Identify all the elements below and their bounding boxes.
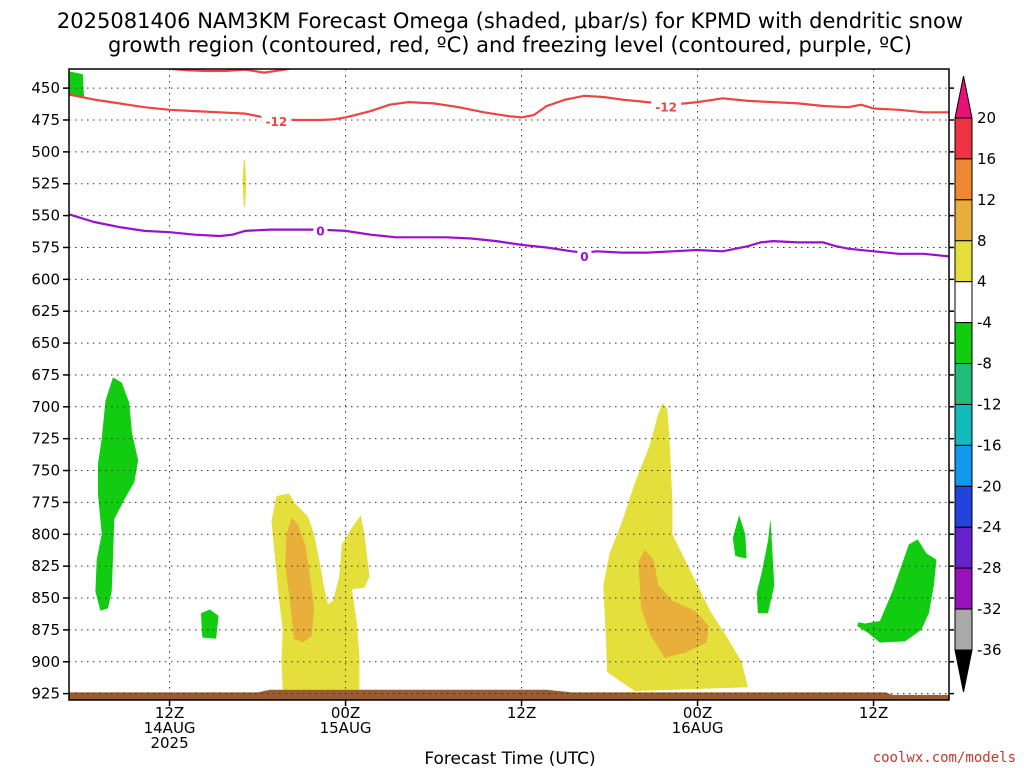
colorbar-label: 12	[977, 191, 996, 209]
contour-dgz-minus12	[69, 93, 949, 122]
contour-label: -12	[655, 101, 677, 115]
colorbar-label: -4	[977, 314, 992, 332]
contour-dgz-upper	[172, 69, 295, 74]
colorbar-band	[954, 199, 973, 242]
colorbar-band	[954, 117, 973, 160]
green-sinking-right	[857, 539, 937, 643]
colorbar-label: -20	[977, 477, 1002, 495]
yellow-rising-narrow-streak	[242, 159, 247, 207]
green-sinking-small-blob	[201, 609, 219, 639]
xtick-label: 12Z	[507, 704, 536, 722]
ytick-label: 450	[31, 79, 60, 97]
contour-label-bg	[313, 223, 328, 238]
yellow-rising-core-2	[603, 403, 748, 692]
colorbar-label: -24	[977, 518, 1002, 536]
orange-rising-core-1	[285, 517, 315, 643]
colorbar-band	[954, 281, 973, 324]
colorbar-top-arrow	[954, 75, 973, 119]
ytick-label: 550	[31, 207, 60, 225]
colorbar-band	[954, 403, 973, 446]
ytick-label: 600	[31, 270, 60, 288]
colorbar-label: 4	[977, 273, 987, 291]
ytick-label: 700	[31, 398, 60, 416]
colorbar-label: 8	[977, 232, 987, 250]
xtick-label: 16AUG	[672, 719, 724, 737]
colorbar-label: 16	[977, 150, 996, 168]
ytick-label: 475	[31, 111, 60, 129]
contour-label-bg	[651, 100, 682, 115]
chart-title-line1: 2025081406 NAM3KM Forecast Omega (shaded…	[57, 9, 963, 33]
colorbar-label: -16	[977, 436, 1002, 454]
xtick-label: 14AUG	[144, 719, 196, 737]
colorbar-band	[954, 444, 973, 487]
contour-freezing-level	[69, 213, 949, 258]
ytick-label: 625	[31, 302, 60, 320]
contour-label: 0	[580, 250, 588, 264]
colorbar-label: 20	[977, 109, 996, 127]
terrain	[69, 689, 949, 700]
xtick-label: 2025	[150, 734, 188, 752]
xtick-label: 15AUG	[320, 719, 372, 737]
colorbar-band	[954, 608, 973, 651]
plot-area: -12 -12 0 0 450 475 500 525 550 575 600 625 650 675 7…	[31, 68, 954, 752]
contour-label: -12	[266, 115, 288, 129]
credit-text: coolwx.com/models	[873, 750, 1016, 766]
colorbar-bottom-arrow	[954, 649, 973, 693]
colorbar-band	[954, 158, 973, 201]
xtick-label: 12Z	[155, 704, 184, 722]
colorbar-band	[954, 322, 973, 365]
ytick-label: 875	[31, 621, 60, 639]
ytick-label: 575	[31, 238, 60, 256]
colorbar-band	[954, 240, 973, 283]
xtick-label: 00Z	[331, 704, 360, 722]
ytick-label: 850	[31, 589, 60, 607]
green-sinking-small-right-1	[732, 515, 747, 559]
colorbar-band	[954, 485, 973, 528]
yellow-rising-core-1	[271, 493, 370, 690]
colorbar-label: -12	[977, 395, 1002, 413]
colorbar-band	[954, 526, 973, 569]
green-sinking-left-column	[95, 377, 139, 611]
green-sinking-top-left	[69, 71, 85, 99]
ytick-label: 925	[31, 685, 60, 703]
ytick-label: 750	[31, 462, 60, 480]
colorbar-band	[954, 363, 973, 405]
ytick-label: 650	[31, 334, 60, 352]
x-axis-label: Forecast Time (UTC)	[424, 749, 595, 768]
contour-label: 0	[316, 224, 324, 238]
contour-label-bg	[577, 249, 592, 264]
ytick-label: 725	[31, 430, 60, 448]
colorbar-label: -28	[977, 559, 1002, 577]
ytick-label: 675	[31, 366, 60, 384]
plot-frame	[68, 68, 950, 701]
ytick-label: 525	[31, 175, 60, 193]
chart-title-line2: growth region (contoured, red, ºC) and f…	[108, 33, 912, 57]
ytick-label: 800	[31, 525, 60, 543]
colorbar-label: -32	[977, 600, 1002, 618]
contour-label-bg	[261, 114, 292, 129]
colorbar-label: -8	[977, 355, 992, 373]
xtick-label: 00Z	[683, 704, 712, 722]
ytick-label: 500	[31, 143, 60, 161]
xtick-label: 12Z	[859, 704, 888, 722]
colorbar: 20 16 12 8 4 -4 -8 -12 -16 -20 -24 -28 -32 -36	[954, 75, 1002, 693]
ytick-label: 900	[31, 653, 60, 671]
ytick-label: 775	[31, 493, 60, 511]
colorbar-band	[954, 567, 973, 610]
colorbar-label: -36	[977, 641, 1002, 659]
ytick-label: 825	[31, 557, 60, 575]
orange-rising-core-2	[638, 549, 709, 658]
